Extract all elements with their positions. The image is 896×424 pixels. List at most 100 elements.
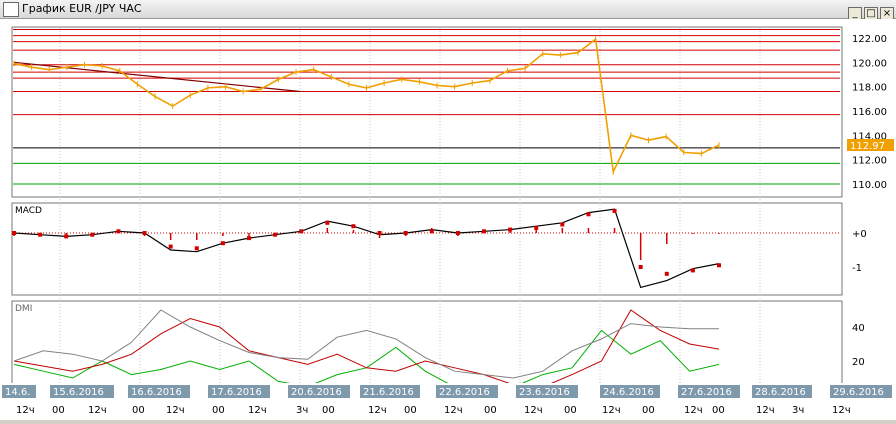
hour-label: 00 (642, 405, 655, 416)
signal-point (508, 227, 513, 232)
date-label: 21.6.2016 (363, 387, 414, 398)
macd-pane[interactable] (11, 202, 843, 296)
signal-point (690, 268, 695, 273)
signal-point (116, 229, 121, 234)
hour-label: 3ч (792, 405, 804, 416)
date-label: 24.6.2016 (603, 387, 654, 398)
minus-di-line (13, 309, 720, 388)
macd-tick-label: -1 (852, 263, 862, 274)
hour-label: 00 (484, 405, 497, 416)
signal-point (168, 244, 173, 249)
hour-label: 00 (132, 405, 145, 416)
price-tick-label: 122.00 (852, 34, 887, 45)
chart-window-body: 122.00 120.00 118.00 116.00 114.00 112.00 110.… (0, 19, 896, 420)
hour-label: 12ч (166, 405, 185, 416)
dmi-tick-label: 20 (852, 357, 865, 368)
hour-label: 00 (712, 405, 725, 416)
date-badge (50, 385, 114, 398)
signal-point (12, 231, 16, 235)
macd-line (13, 208, 720, 289)
date-badge (830, 385, 892, 398)
signal-point (403, 231, 408, 235)
price-pane[interactable] (11, 26, 843, 198)
date-badge (516, 385, 578, 398)
signal-point (64, 234, 69, 239)
hour-label: 12ч (832, 405, 851, 416)
signal-point (299, 229, 304, 234)
hour-label: 12ч (524, 405, 543, 416)
signal-point (194, 246, 199, 251)
signal-point (90, 232, 95, 237)
current-price-value: 112.97 (850, 141, 885, 152)
adx-line (13, 309, 719, 379)
current-price-badge (847, 139, 894, 151)
dmi-label: DMI (15, 304, 32, 314)
signal-point (273, 232, 278, 237)
signal-point (638, 265, 643, 269)
window-title: График EUR /JPY ЧАС (22, 2, 142, 15)
hour-label: 12ч (16, 405, 35, 416)
date-badge (2, 385, 36, 398)
hour-label: 12ч (444, 405, 463, 416)
signal-point (664, 271, 669, 276)
signal-point (534, 225, 539, 230)
price-tick-label: 114.00 (852, 131, 887, 142)
date-label: 20.6.2016 (291, 387, 342, 398)
signal-point (482, 229, 486, 234)
dmi-tick-label: 40 (852, 323, 865, 334)
signal-point (586, 212, 591, 217)
date-label: 16.6.2016 (131, 387, 182, 398)
date-badge (208, 385, 270, 398)
signal-point (717, 263, 721, 268)
macd-label: MACD (15, 206, 42, 216)
date-label: 23.6.2016 (519, 387, 570, 398)
signal-point (142, 231, 147, 235)
chart-app-icon (3, 2, 19, 17)
price-tick-label: 110.00 (852, 180, 887, 191)
date-label: 15.6.2016 (53, 387, 104, 398)
signal-point (377, 231, 382, 235)
hour-label: 00 (52, 405, 65, 416)
macd-tick-label: +0 (852, 229, 867, 240)
signal-point (455, 231, 460, 235)
hour-label: 00 (322, 405, 335, 416)
hour-label: 12ч (684, 405, 703, 416)
date-badge (128, 385, 190, 398)
date-label: 22.6.2016 (439, 387, 490, 398)
signal-point (247, 236, 251, 241)
date-label: 17.6.2016 (211, 387, 262, 398)
signal-point (351, 224, 356, 229)
dmi-pane[interactable] (11, 300, 843, 390)
date-badge (288, 385, 350, 398)
signal-point (429, 229, 434, 234)
hour-label: 12ч (248, 405, 267, 416)
signal-point (220, 241, 225, 246)
signal-point (560, 222, 565, 227)
hour-label: 00 (404, 405, 417, 416)
date-badge (752, 385, 812, 398)
date-label: 28.6.2016 (755, 387, 806, 398)
date-badge (678, 385, 740, 398)
price-tick-label: 112.00 (852, 156, 887, 167)
price-tick-label: 116.00 (852, 107, 887, 118)
date-label: 14.6. (5, 387, 30, 398)
hour-label: 3ч (296, 405, 308, 416)
window-controls: _ □ × (846, 1, 894, 20)
window-titlebar: График EUR /JPY ЧАС _ □ × (0, 0, 896, 20)
date-badge (436, 385, 498, 398)
hour-label: 12ч (368, 405, 387, 416)
hour-label: 00 (564, 405, 577, 416)
date-label: 27.6.2016 (681, 387, 732, 398)
hour-label: 12ч (88, 405, 107, 416)
date-label: 29.6.2016 (833, 387, 884, 398)
date-badge (360, 385, 420, 398)
hour-label: 12ч (756, 405, 775, 416)
signal-point (38, 232, 43, 237)
price-tick-label: 118.00 (852, 83, 887, 94)
price-tick-label: 120.00 (852, 58, 887, 69)
maximize-icon[interactable]: □ (864, 7, 878, 20)
hour-label: 00 (212, 405, 225, 416)
chart-canvas[interactable]: 122.00 120.00 118.00 116.00 114.00 112.00 110.… (0, 19, 896, 420)
signal-point (612, 208, 617, 213)
date-badge (600, 385, 660, 398)
